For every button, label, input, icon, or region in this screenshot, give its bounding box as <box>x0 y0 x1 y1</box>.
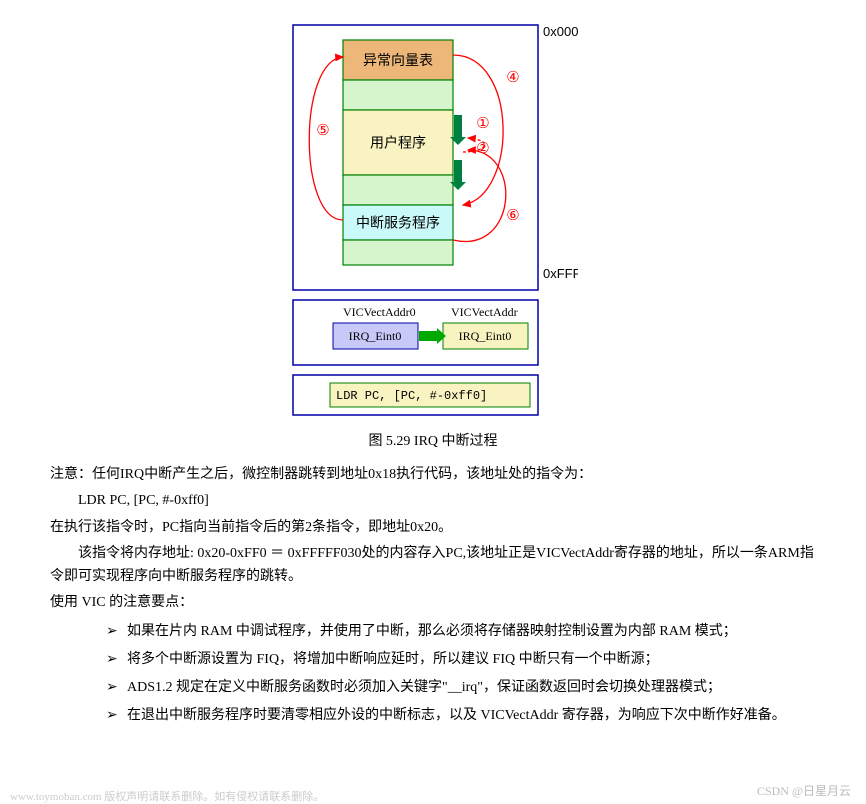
note-code: LDR PC, [PC, #-0xff0] <box>50 490 816 512</box>
svg-text:②: ② <box>476 141 489 157</box>
note-p3: 该指令将内存地址: 0x20-0xFF0 ＝ 0xFFFFF030处的内容存入P… <box>50 543 816 588</box>
panel3-code: LDR PC, [PC, #-0xff0] <box>336 389 487 403</box>
note-p2: 在执行该指令时，PC指向当前指令后的第2条指令，即地址0x20。 <box>50 517 816 539</box>
addr-bot: 0xFFFFFFFF <box>543 266 578 281</box>
addr-top: 0x00000000 <box>543 24 578 39</box>
svg-text:异常向量表: 异常向量表 <box>363 53 433 69</box>
memory-blocks: 异常向量表用户程序中断服务程序 <box>343 40 453 265</box>
vicvect0-label: VICVectAddr0 <box>343 305 416 319</box>
panel2-arrow-body <box>419 331 437 341</box>
svg-text:④: ④ <box>506 70 519 86</box>
svg-text:用户程序: 用户程序 <box>370 135 426 152</box>
bullet-item: ADS1.2 规定在定义中断服务函数时必须加入关键字"__irq"，保证函数返回… <box>106 676 816 700</box>
svg-text:⑤: ⑤ <box>316 123 329 139</box>
diagram-area: 0x00000000 0xFFFFFFFF 异常向量表用户程序中断服务程序 ④ ⑤… <box>50 20 816 420</box>
irq-box1-label: IRQ_Eint0 <box>349 329 402 343</box>
note-p1: 注意：任何IRQ中断产生之后，微控制器跳转到地址0x18执行代码，该地址处的指令… <box>50 464 816 486</box>
svg-text:⑥: ⑥ <box>506 208 519 224</box>
watermark-right: CSDN @日星月云 <box>757 782 851 799</box>
bullet-item: 在退出中断服务程序时要清零相应外设的中断标志，以及 VICVectAddr 寄存… <box>106 704 816 728</box>
vicvect-label: VICVectAddr <box>451 305 518 319</box>
irq-box2-label: IRQ_Eint0 <box>459 329 512 343</box>
watermark-left: www.toymoban.com 版权声明请联系删除。如有侵权请联系删除。 <box>10 788 324 804</box>
bullet-list: 如果在片内 RAM 中调试程序，并使用了中断，那么必须将存储器映射控制设置为内部… <box>50 620 816 727</box>
bullet-item: 将多个中断源设置为 FIQ，将增加中断响应延时，所以建议 FIQ 中断只有一个中… <box>106 648 816 672</box>
bullet-item: 如果在片内 RAM 中调试程序，并使用了中断，那么必须将存储器映射控制设置为内部… <box>106 620 816 644</box>
svg-text:①: ① <box>476 116 489 132</box>
irq-diagram: 0x00000000 0xFFFFFFFF 异常向量表用户程序中断服务程序 ④ ⑤… <box>288 20 578 420</box>
svg-text:中断服务程序: 中断服务程序 <box>356 216 440 232</box>
notes-section: 注意：任何IRQ中断产生之后，微控制器跳转到地址0x18执行代码，该地址处的指令… <box>50 464 816 728</box>
figure-caption: 图 5.29 IRQ 中断过程 <box>50 430 816 450</box>
note-p4: 使用 VIC 的注意要点： <box>50 592 816 614</box>
